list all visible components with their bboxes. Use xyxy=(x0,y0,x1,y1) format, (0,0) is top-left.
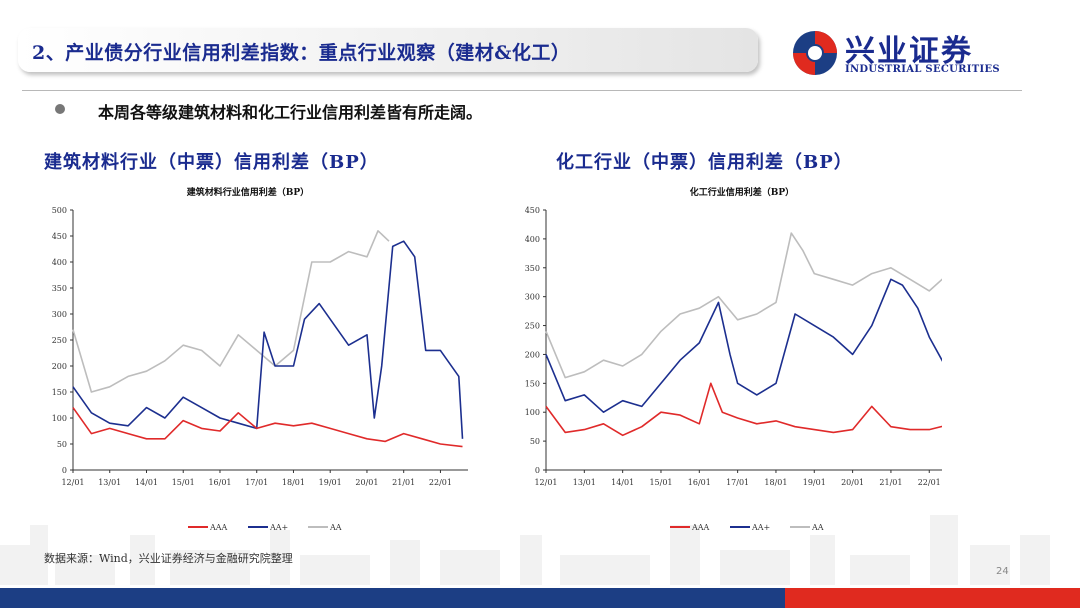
y-tick-label: 300 xyxy=(52,310,67,319)
bullet-text: 本周各等级建筑材料和化工行业信用利差皆有所走阔。 xyxy=(98,103,483,122)
x-tick-label: 12/01 xyxy=(534,478,557,487)
y-tick-label: 250 xyxy=(52,336,67,345)
y-tick-label: 50 xyxy=(57,440,67,449)
x-tick-label: 16/01 xyxy=(688,478,711,487)
x-tick-label: 14/01 xyxy=(611,478,634,487)
y-tick-label: 500 xyxy=(52,206,67,215)
x-tick-label: 22/01 xyxy=(918,478,941,487)
x-tick-label: 18/01 xyxy=(764,478,787,487)
x-tick-label: 12/01 xyxy=(61,478,84,487)
left-section-title: 建筑材料行业（中票）信用利差（BP） xyxy=(44,152,379,173)
chart-title: 化工行业信用利差（BP） xyxy=(690,186,794,198)
x-tick-label: 15/01 xyxy=(649,478,672,487)
y-tick-label: 0 xyxy=(62,466,67,475)
y-tick-label: 0 xyxy=(535,466,540,475)
series-line-aaa xyxy=(545,382,942,437)
bullet-icon xyxy=(55,104,65,114)
y-tick-label: 450 xyxy=(525,206,540,215)
y-tick-label: 300 xyxy=(525,293,540,302)
header-divider xyxy=(22,90,1022,91)
logo-text-en: INDUSTRIAL SECURITIES xyxy=(845,64,1000,75)
y-tick-label: 200 xyxy=(525,350,540,359)
y-tick-label: 250 xyxy=(525,322,540,331)
title-bar: 2、产业债分行业信用利差指数：重点行业观察（建材&化工） xyxy=(18,28,758,72)
x-tick-label: 21/01 xyxy=(879,478,902,487)
y-tick-label: 150 xyxy=(52,388,67,397)
x-tick-label: 13/01 xyxy=(573,478,596,487)
x-tick-label: 17/01 xyxy=(726,478,749,487)
x-tick-label: 15/01 xyxy=(172,478,195,487)
logo-text-cn: 兴业证券 xyxy=(845,34,973,69)
y-tick-label: 50 xyxy=(530,437,540,446)
legend-label: AAA xyxy=(691,523,710,532)
series-line-aa xyxy=(545,232,942,379)
chemical-spread-chart: 化工行业信用利差（BP） 0 50 100 150 200 250 300 350 400 450… xyxy=(525,186,942,532)
x-tick-label: 22/01 xyxy=(429,478,452,487)
x-tick-label: 19/01 xyxy=(803,478,826,487)
chart-title: 建筑材料行业信用利差（BP） xyxy=(187,186,309,198)
x-tick-label: 20/01 xyxy=(355,478,378,487)
x-tick-label: 16/01 xyxy=(208,478,231,487)
x-tick-label: 14/01 xyxy=(135,478,158,487)
series-line-aaa xyxy=(72,407,463,448)
series-line-aaplus xyxy=(72,240,464,439)
page-number: 24 xyxy=(996,566,1009,577)
x-tick-label: 18/01 xyxy=(282,478,305,487)
series-line-aa xyxy=(72,229,390,393)
city-skyline-watermark xyxy=(0,515,1050,585)
y-tick-label: 200 xyxy=(52,362,67,371)
x-tick-label: 21/01 xyxy=(392,478,415,487)
legend-label: AA xyxy=(811,523,824,532)
series-line-aaplus xyxy=(545,278,942,413)
y-tick-label: 350 xyxy=(52,284,67,293)
data-source-note: 数据来源：Wind，兴业证券经济与金融研究院整理 xyxy=(44,552,293,565)
legend-label: AA+ xyxy=(269,523,288,532)
swirl-logo-icon xyxy=(793,31,837,75)
x-tick-label: 13/01 xyxy=(98,478,121,487)
legend-label: AA xyxy=(329,523,342,532)
footer-bar-blue xyxy=(0,588,785,608)
footer-bar-red xyxy=(785,588,1080,608)
legend-label: AAA xyxy=(209,523,228,532)
page-title: 2、产业债分行业信用利差指数：重点行业观察（建材&化工） xyxy=(32,42,571,64)
y-tick-label: 100 xyxy=(525,408,540,417)
building-materials-spread-chart: 建筑材料行业信用利差（BP） 0 50 100 150 200 250 300 350 400 4… xyxy=(52,186,468,532)
y-tick-label: 100 xyxy=(52,414,67,423)
y-tick-label: 350 xyxy=(525,264,540,273)
x-tick-label: 20/01 xyxy=(841,478,864,487)
y-tick-label: 450 xyxy=(52,232,67,241)
legend-label: AA+ xyxy=(751,523,770,532)
right-section-title: 化工行业（中票）信用利差（BP） xyxy=(556,152,853,173)
y-tick-label: 150 xyxy=(525,379,540,388)
company-logo: 兴业证券 INDUSTRIAL SECURITIES xyxy=(790,26,1010,80)
y-tick-label: 400 xyxy=(52,258,67,267)
y-tick-label: 400 xyxy=(525,235,540,244)
x-tick-label: 19/01 xyxy=(319,478,342,487)
x-tick-label: 17/01 xyxy=(245,478,268,487)
